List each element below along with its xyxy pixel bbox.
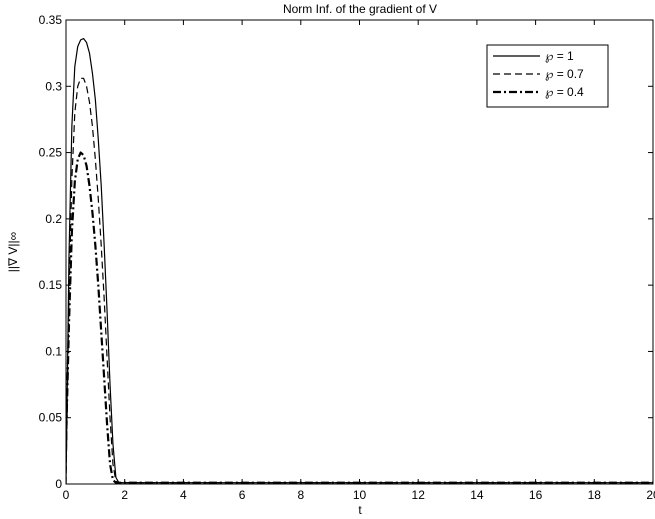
y-tick-label: 0.2 (45, 212, 62, 226)
series-line-3 (66, 151, 653, 484)
y-tick-label: 0.3 (45, 79, 62, 93)
x-tick-label: 6 (239, 488, 246, 502)
y-axis: 0 0.05 0.1 0.15 0.2 0.25 0.3 0.35 (39, 13, 653, 491)
x-tick-label: 10 (353, 488, 367, 502)
x-axis: 0 2 4 6 8 10 12 14 16 18 20 (63, 20, 655, 502)
x-tick-label: 16 (529, 488, 543, 502)
x-tick-label: 8 (297, 488, 304, 502)
x-tick-label: 14 (470, 488, 484, 502)
y-axis-label: ||∇ V||∞ (6, 232, 20, 272)
x-tick-label: 2 (121, 488, 128, 502)
x-tick-label: 20 (646, 488, 655, 502)
y-tick-label: 0.35 (39, 13, 63, 27)
y-tick-label: 0.1 (45, 344, 62, 358)
y-tick-label: 0.25 (39, 146, 63, 160)
x-tick-label: 4 (180, 488, 187, 502)
x-tick-label: 0 (63, 488, 70, 502)
chart-title: Norm Inf. of the gradient of V (283, 2, 437, 16)
x-axis-label: t (358, 503, 362, 517)
x-tick-label: 18 (588, 488, 602, 502)
legend-box (486, 44, 609, 108)
legend-label-1: ℘ = 1 (545, 49, 574, 63)
legend-label-3: ℘ = 0.4 (545, 85, 584, 99)
y-tick-label: 0.05 (39, 411, 63, 425)
legend-label-2: ℘ = 0.7 (545, 67, 584, 81)
series-line-1 (66, 37, 653, 484)
y-tick-label: 0.15 (39, 278, 63, 292)
series-layer (66, 37, 653, 484)
y-tick-label: 0 (55, 477, 62, 491)
legend: ℘ = 1 ℘ = 0.7 ℘ = 0.4 (486, 44, 609, 108)
x-tick-label: 12 (412, 488, 426, 502)
